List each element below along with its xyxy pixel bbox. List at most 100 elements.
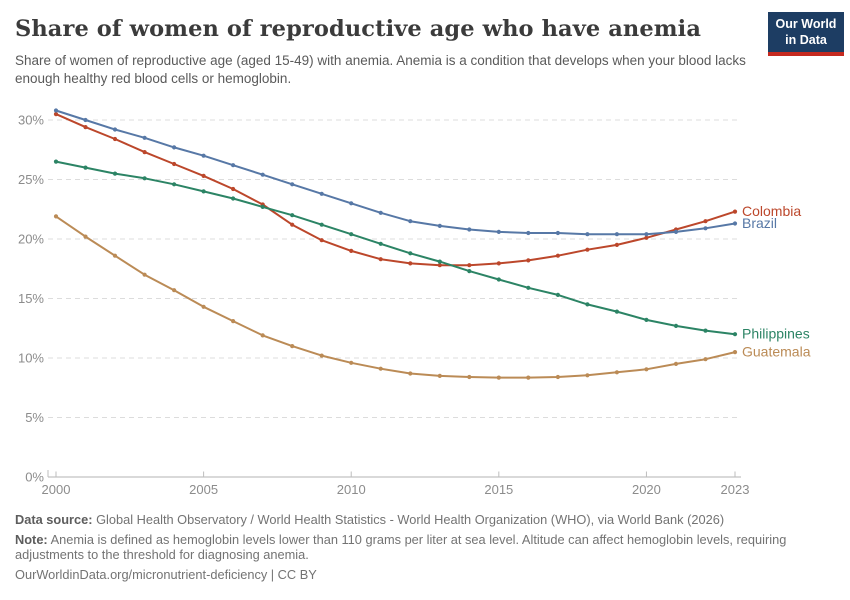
series-point-philippines-2008 — [290, 213, 295, 218]
series-point-philippines-2011 — [378, 241, 383, 246]
series-point-colombia-2019 — [614, 242, 620, 247]
series-point-guatemala-2004 — [172, 288, 177, 293]
y-tick-label-5: 5% — [25, 410, 44, 425]
series-line-brazil — [55, 109, 736, 236]
series-point-brazil-2001 — [83, 117, 88, 123]
series-point-philippines-2001 — [83, 165, 88, 170]
y-tick-label-0: 0% — [25, 470, 44, 485]
note-text: Anemia is defined as hemoglobin levels l… — [15, 532, 787, 563]
chart-subtitle: Share of women of reproductive age (aged… — [15, 53, 746, 86]
series-point-guatemala-2016 — [526, 375, 531, 380]
series-line-guatemala — [55, 215, 736, 379]
series-point-philippines-2003 — [142, 176, 147, 181]
series-point-guatemala-2001 — [83, 234, 88, 239]
series-point-colombia-2012 — [408, 261, 413, 266]
series-point-colombia-2008 — [290, 222, 295, 227]
series-point-colombia-2023 — [732, 209, 738, 214]
series-point-brazil-2004 — [172, 145, 177, 150]
series-point-brazil-2005 — [201, 153, 206, 158]
series-point-philippines-2012 — [408, 251, 413, 256]
series-point-brazil-2000 — [53, 108, 59, 113]
series-point-brazil-2011 — [378, 210, 383, 215]
series-point-guatemala-2018 — [585, 373, 590, 378]
note-line: Note: Anemia is defined as hemoglobin le… — [15, 532, 821, 563]
series-point-philippines-2014 — [467, 269, 472, 274]
series-point-brazil-2020 — [644, 232, 649, 237]
series-point-brazil-2017 — [555, 230, 561, 236]
series-point-guatemala-2023 — [732, 350, 738, 355]
series-point-brazil-2012 — [408, 219, 413, 224]
series-point-guatemala-2002 — [112, 253, 118, 258]
series-point-guatemala-2014 — [467, 374, 472, 380]
series-point-guatemala-2011 — [378, 366, 383, 371]
x-tick-label-2023: 2023 — [721, 482, 750, 497]
series-point-philippines-2004 — [172, 182, 177, 187]
series-point-philippines-2022 — [703, 328, 708, 333]
x-tick-label-2015: 2015 — [484, 482, 513, 497]
data-source-line: Data source: Global Health Observatory /… — [15, 512, 835, 527]
series-point-colombia-2018 — [585, 247, 590, 252]
series-point-colombia-2001 — [83, 125, 88, 130]
series-point-guatemala-2006 — [231, 319, 236, 324]
series-point-brazil-2014 — [467, 227, 472, 232]
series-point-colombia-2017 — [555, 253, 561, 258]
series-point-colombia-2013 — [437, 263, 442, 268]
y-tick-label-15: 15% — [18, 291, 44, 306]
series-end-label-brazil: Brazil — [742, 215, 777, 231]
series-point-colombia-2016 — [526, 258, 531, 263]
y-tick-label-25: 25% — [18, 172, 44, 187]
x-tick-label-2020: 2020 — [632, 482, 661, 497]
series-point-brazil-2015 — [496, 229, 501, 234]
series-point-colombia-2000 — [53, 112, 59, 117]
series-point-colombia-2011 — [378, 257, 383, 262]
x-tick-label-2005: 2005 — [189, 482, 218, 497]
series-point-colombia-2005 — [201, 173, 206, 178]
license-line: OurWorldinData.org/micronutrient-deficie… — [15, 567, 317, 582]
series-point-brazil-2023 — [732, 221, 738, 226]
series-point-philippines-2023 — [732, 332, 738, 337]
series-point-guatemala-2013 — [437, 373, 442, 378]
series-point-colombia-2002 — [112, 136, 118, 142]
series-point-brazil-2019 — [614, 232, 620, 237]
series-point-brazil-2016 — [526, 230, 531, 236]
data-source-text: Global Health Observatory / World Health… — [96, 512, 725, 527]
data-source-label: Data source: — [15, 512, 93, 527]
series-point-colombia-2009 — [319, 238, 324, 243]
series-line-philippines — [55, 160, 736, 336]
series-point-philippines-2021 — [673, 323, 679, 328]
series-point-brazil-2007 — [260, 172, 265, 177]
chart-title: Share of women of reproductive age who h… — [15, 16, 702, 42]
series-point-guatemala-2015 — [496, 375, 501, 380]
owid-logo-line1: Our World — [775, 17, 837, 31]
series-point-guatemala-2008 — [290, 344, 295, 349]
series-point-guatemala-2017 — [555, 374, 561, 380]
series-point-brazil-2010 — [349, 201, 354, 206]
note-label: Note: — [15, 532, 48, 547]
series-point-colombia-2014 — [467, 263, 472, 268]
series-point-brazil-2003 — [142, 135, 147, 140]
series-point-brazil-2006 — [231, 163, 236, 168]
y-tick-label-20: 20% — [18, 232, 44, 247]
series-point-brazil-2009 — [319, 191, 324, 196]
series-end-label-philippines: Philippines — [742, 326, 810, 342]
series-point-brazil-2008 — [290, 182, 295, 187]
series-point-guatemala-2019 — [614, 370, 620, 375]
series-point-guatemala-2010 — [349, 360, 354, 365]
series-point-philippines-2009 — [319, 222, 324, 227]
series-point-guatemala-2020 — [644, 367, 649, 372]
series-point-guatemala-2012 — [408, 371, 413, 376]
owid-logo-line2: in Data — [785, 32, 827, 47]
series-point-colombia-2020 — [644, 235, 649, 240]
series-point-guatemala-2007 — [260, 333, 265, 338]
series-point-guatemala-2003 — [142, 272, 147, 277]
series-point-philippines-2015 — [496, 277, 501, 282]
series-point-philippines-2000 — [53, 159, 59, 164]
series-end-label-colombia: Colombia — [742, 203, 801, 219]
series-point-philippines-2002 — [112, 171, 118, 176]
series-point-colombia-2015 — [496, 261, 501, 266]
series-point-philippines-2019 — [614, 309, 620, 314]
series-point-guatemala-2009 — [319, 353, 324, 358]
y-tick-label-10: 10% — [18, 351, 44, 366]
